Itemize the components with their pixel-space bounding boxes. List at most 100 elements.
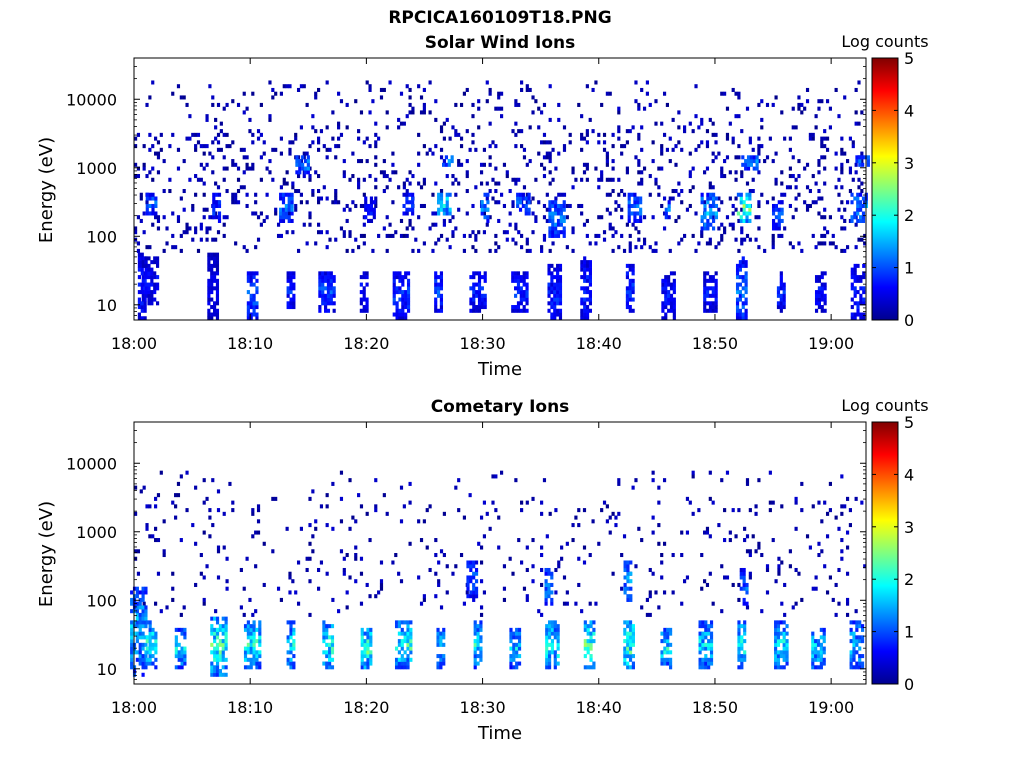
count-cell xyxy=(434,271,438,276)
count-cell xyxy=(625,166,629,171)
count-cell xyxy=(583,627,587,632)
count-cell xyxy=(628,650,633,655)
count-cell xyxy=(583,256,587,261)
count-cell xyxy=(691,185,695,190)
count-cell xyxy=(577,556,581,561)
count-cell xyxy=(709,196,713,201)
count-cell xyxy=(207,316,211,321)
count-cell xyxy=(823,241,827,246)
count-cell xyxy=(545,639,549,644)
count-cell xyxy=(142,144,146,149)
count-cell xyxy=(417,132,421,137)
count-cell xyxy=(840,200,844,205)
count-cell xyxy=(720,200,724,205)
count-cell xyxy=(740,661,744,666)
count-cell xyxy=(568,203,572,209)
count-cell xyxy=(434,290,438,295)
count-cell xyxy=(688,203,692,209)
count-cell xyxy=(215,286,220,291)
count-cell xyxy=(474,147,478,152)
count-cell xyxy=(231,192,235,197)
count-cell xyxy=(661,290,665,295)
count-cell xyxy=(666,642,670,647)
count-cell xyxy=(362,192,366,197)
count-cell xyxy=(518,200,523,205)
count-cell xyxy=(414,237,418,242)
count-cell xyxy=(556,308,560,313)
count-cell xyxy=(709,646,714,651)
count-cell xyxy=(138,650,142,655)
count-cell xyxy=(748,207,752,212)
count-cell xyxy=(442,627,446,632)
count-cell xyxy=(669,282,674,287)
count-cell xyxy=(522,586,527,591)
count-cell xyxy=(608,226,612,231)
count-cell xyxy=(511,129,515,134)
count-cell xyxy=(369,627,373,632)
count-cell xyxy=(479,654,483,659)
count-cell xyxy=(480,286,484,291)
count-cell xyxy=(406,639,410,644)
count-cell xyxy=(180,627,184,632)
colorbar-scale xyxy=(871,421,899,685)
count-cell xyxy=(144,624,148,629)
count-cell xyxy=(295,159,299,164)
count-cell xyxy=(551,222,555,227)
count-cell xyxy=(589,620,593,625)
count-cell xyxy=(199,553,203,558)
count-cell xyxy=(147,290,151,295)
count-cell xyxy=(508,189,512,194)
count-cell xyxy=(545,631,549,636)
count-cell xyxy=(780,601,784,606)
count-cell xyxy=(748,203,752,209)
count-cell xyxy=(497,200,501,205)
count-cell xyxy=(351,515,355,520)
count-cell xyxy=(329,282,333,287)
count-cell xyxy=(314,91,318,96)
count-cell xyxy=(408,87,412,92)
count-cell xyxy=(519,290,523,295)
count-cell xyxy=(502,597,507,602)
count-cell xyxy=(711,121,715,126)
count-cell xyxy=(321,271,325,276)
count-cell xyxy=(525,301,529,306)
count-cell xyxy=(199,226,203,231)
count-cell xyxy=(442,218,446,223)
count-cell xyxy=(540,162,544,167)
count-cell xyxy=(145,211,149,216)
count-cell xyxy=(828,575,832,580)
count-cell xyxy=(548,203,552,209)
count-cell xyxy=(136,241,141,246)
count-cell xyxy=(840,556,844,561)
count-cell xyxy=(471,203,475,209)
count-cell xyxy=(540,612,544,617)
count-cell xyxy=(720,564,724,569)
count-cell xyxy=(734,114,738,119)
count-cell xyxy=(325,493,329,498)
count-cell xyxy=(850,192,854,197)
count-cell xyxy=(147,275,151,280)
count-cell xyxy=(234,192,238,197)
count-cell xyxy=(434,99,438,104)
count-cell xyxy=(663,657,667,662)
count-cell xyxy=(296,248,301,253)
count-cell xyxy=(542,102,547,107)
count-cell xyxy=(402,121,406,126)
count-cell xyxy=(294,136,298,141)
count-cell xyxy=(620,151,624,156)
colorbar-tick-label: 2 xyxy=(904,570,914,589)
count-cell xyxy=(141,635,145,640)
count-cell xyxy=(301,166,305,171)
count-cell xyxy=(141,631,145,636)
count-cell xyxy=(585,312,590,317)
count-cell xyxy=(788,241,792,246)
count-cell xyxy=(856,211,860,216)
count-cell xyxy=(645,612,649,617)
count-cell xyxy=(177,657,181,662)
count-cell xyxy=(591,87,595,92)
count-cell xyxy=(324,286,328,291)
count-cell xyxy=(476,631,480,636)
count-cell xyxy=(402,233,406,238)
count-cell xyxy=(399,121,404,126)
count-cell xyxy=(665,102,669,107)
